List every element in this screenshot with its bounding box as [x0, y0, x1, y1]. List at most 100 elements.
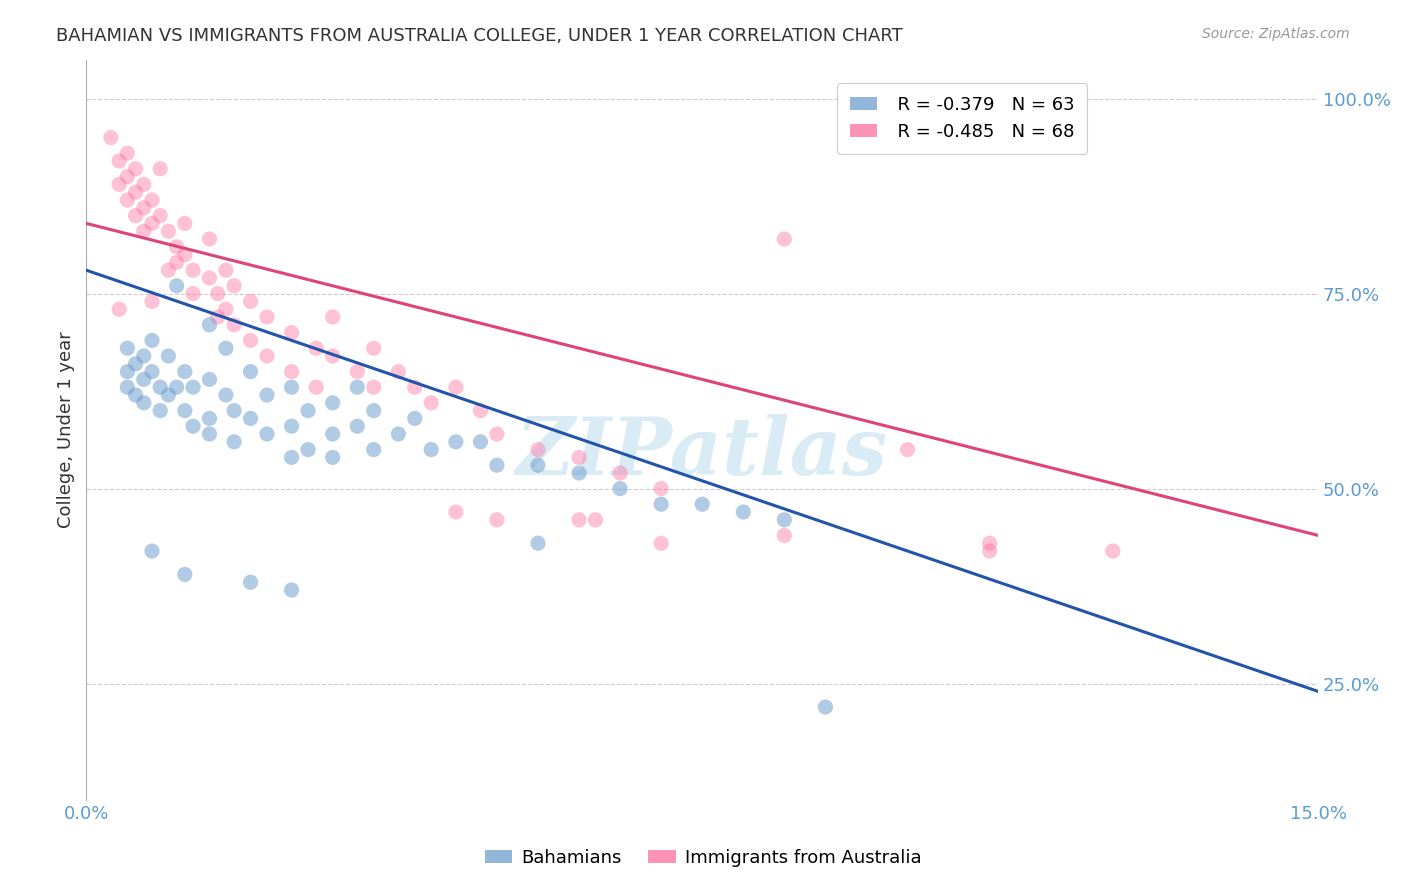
Point — [141, 216, 163, 230]
Point — [117, 169, 139, 184]
Point — [124, 161, 146, 176]
Point — [256, 349, 278, 363]
Point — [239, 294, 262, 309]
Point — [157, 224, 180, 238]
Point — [733, 505, 755, 519]
Point — [173, 216, 195, 230]
Point — [485, 427, 508, 442]
Point — [444, 434, 467, 449]
Point — [117, 146, 139, 161]
Point — [363, 341, 385, 355]
Point — [470, 403, 492, 417]
Point — [239, 575, 262, 590]
Point — [224, 434, 246, 449]
Point — [215, 341, 238, 355]
Legend:   R = -0.379   N = 63,   R = -0.485   N = 68: R = -0.379 N = 63, R = -0.485 N = 68 — [838, 84, 1087, 153]
Point — [198, 372, 221, 386]
Point — [485, 513, 508, 527]
Point — [132, 372, 155, 386]
Point — [149, 209, 172, 223]
Point — [420, 396, 443, 410]
Point — [141, 294, 163, 309]
Point — [141, 544, 163, 558]
Point — [157, 388, 180, 402]
Point — [181, 263, 204, 277]
Point — [157, 349, 180, 363]
Text: Source: ZipAtlas.com: Source: ZipAtlas.com — [1202, 27, 1350, 41]
Point — [305, 341, 328, 355]
Point — [166, 240, 188, 254]
Point — [181, 286, 204, 301]
Point — [224, 403, 246, 417]
Point — [609, 466, 631, 480]
Point — [173, 365, 195, 379]
Point — [256, 388, 278, 402]
Point — [215, 302, 238, 317]
Point — [1101, 544, 1123, 558]
Point — [322, 396, 344, 410]
Point — [280, 326, 302, 340]
Point — [404, 380, 426, 394]
Point — [346, 365, 368, 379]
Text: BAHAMIAN VS IMMIGRANTS FROM AUSTRALIA COLLEGE, UNDER 1 YEAR CORRELATION CHART: BAHAMIAN VS IMMIGRANTS FROM AUSTRALIA CO… — [56, 27, 903, 45]
Point — [444, 505, 467, 519]
Point — [387, 365, 409, 379]
Point — [470, 434, 492, 449]
Point — [444, 380, 467, 394]
Point — [224, 278, 246, 293]
Point — [132, 201, 155, 215]
Point — [322, 427, 344, 442]
Point — [363, 380, 385, 394]
Point — [280, 582, 302, 597]
Point — [568, 513, 591, 527]
Point — [239, 365, 262, 379]
Point — [585, 513, 607, 527]
Point — [527, 442, 550, 457]
Point — [568, 466, 591, 480]
Point — [166, 278, 188, 293]
Point — [363, 403, 385, 417]
Point — [650, 536, 672, 550]
Point — [322, 349, 344, 363]
Point — [157, 263, 180, 277]
Point — [117, 365, 139, 379]
Point — [979, 536, 1001, 550]
Y-axis label: College, Under 1 year: College, Under 1 year — [58, 332, 75, 528]
Point — [166, 255, 188, 269]
Point — [280, 380, 302, 394]
Point — [896, 442, 918, 457]
Point — [346, 419, 368, 434]
Point — [215, 263, 238, 277]
Point — [198, 232, 221, 246]
Point — [256, 310, 278, 324]
Point — [173, 567, 195, 582]
Point — [198, 318, 221, 332]
Point — [773, 513, 796, 527]
Point — [149, 380, 172, 394]
Point — [100, 130, 122, 145]
Point — [124, 388, 146, 402]
Point — [181, 419, 204, 434]
Point — [141, 365, 163, 379]
Point — [650, 497, 672, 511]
Point — [149, 161, 172, 176]
Point — [117, 193, 139, 207]
Point — [239, 411, 262, 425]
Point — [166, 380, 188, 394]
Point — [132, 396, 155, 410]
Point — [814, 700, 837, 714]
Point — [173, 247, 195, 261]
Point — [280, 365, 302, 379]
Point — [239, 334, 262, 348]
Point — [280, 419, 302, 434]
Point — [117, 380, 139, 394]
Point — [297, 442, 319, 457]
Point — [322, 310, 344, 324]
Point — [387, 427, 409, 442]
Point — [149, 403, 172, 417]
Point — [108, 178, 131, 192]
Text: ZIPatlas: ZIPatlas — [516, 414, 889, 491]
Point — [527, 458, 550, 473]
Point — [690, 497, 713, 511]
Point — [124, 209, 146, 223]
